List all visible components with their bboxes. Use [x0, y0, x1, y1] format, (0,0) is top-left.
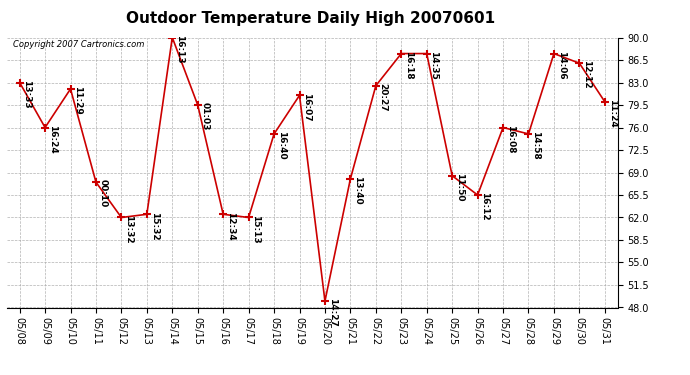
Text: 20:27: 20:27 — [379, 83, 388, 111]
Text: 15:32: 15:32 — [150, 211, 159, 240]
Text: 15:13: 15:13 — [251, 215, 260, 243]
Text: 16:07: 16:07 — [302, 93, 311, 121]
Text: 16:40: 16:40 — [277, 131, 286, 160]
Text: 16:24: 16:24 — [48, 125, 57, 153]
Text: 14:35: 14:35 — [429, 51, 439, 80]
Text: 01:03: 01:03 — [201, 102, 210, 130]
Text: 11:50: 11:50 — [455, 173, 464, 201]
Text: 00:10: 00:10 — [99, 179, 108, 208]
Text: 13:32: 13:32 — [124, 215, 133, 243]
Text: 14:06: 14:06 — [557, 51, 566, 80]
Text: Copyright 2007 Cartronics.com: Copyright 2007 Cartronics.com — [13, 40, 144, 49]
Text: 12:12: 12:12 — [582, 60, 591, 89]
Text: 16:12: 16:12 — [480, 192, 489, 221]
Text: 11:24: 11:24 — [608, 99, 617, 128]
Text: 14:58: 14:58 — [531, 131, 540, 160]
Text: 13:33: 13:33 — [22, 80, 32, 108]
Text: 11:29: 11:29 — [73, 86, 82, 115]
Text: 12:34: 12:34 — [226, 211, 235, 240]
Text: Outdoor Temperature Daily High 20070601: Outdoor Temperature Daily High 20070601 — [126, 11, 495, 26]
Text: 13:40: 13:40 — [353, 176, 362, 205]
Text: 16:18: 16:18 — [404, 51, 413, 80]
Text: 16:13: 16:13 — [175, 35, 184, 63]
Text: 14:27: 14:27 — [328, 298, 337, 327]
Text: 16:08: 16:08 — [506, 125, 515, 153]
